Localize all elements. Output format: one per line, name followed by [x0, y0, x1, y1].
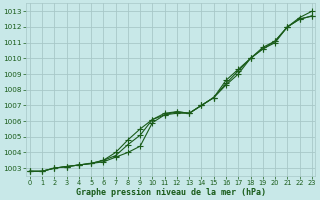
X-axis label: Graphe pression niveau de la mer (hPa): Graphe pression niveau de la mer (hPa): [76, 188, 266, 197]
